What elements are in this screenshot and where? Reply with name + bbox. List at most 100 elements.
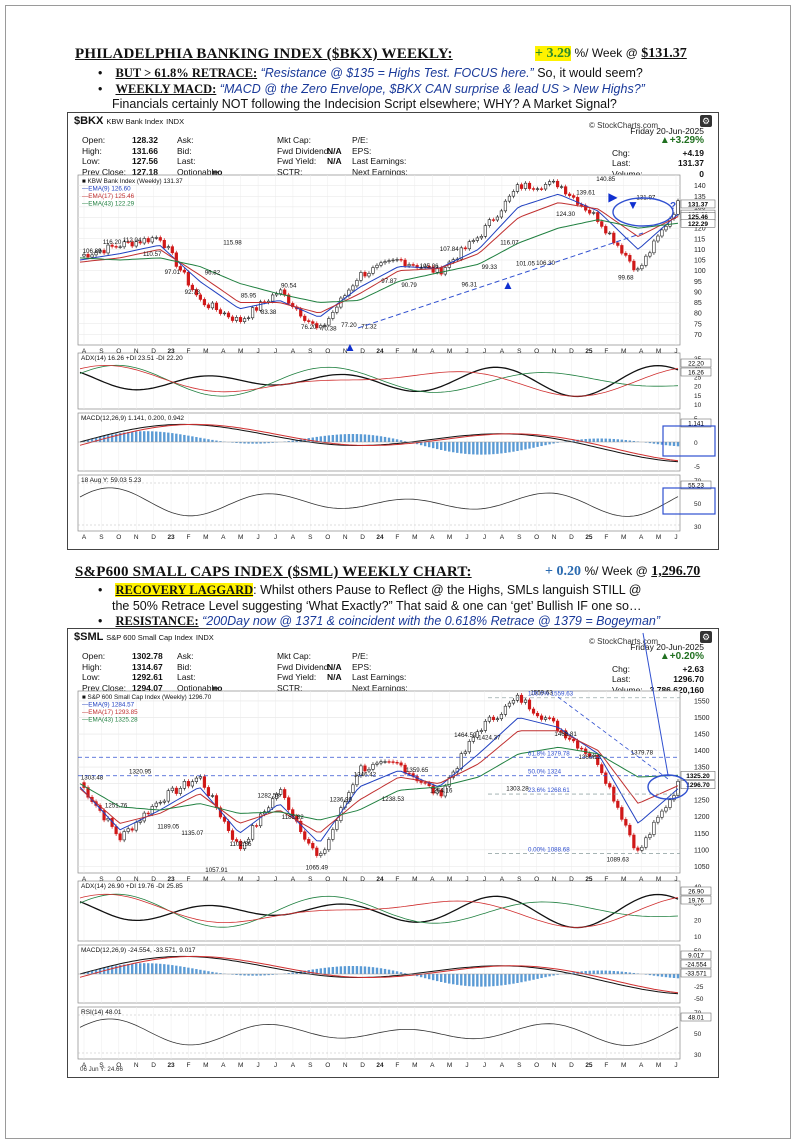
candle-body <box>138 820 142 823</box>
candle-body <box>399 762 403 766</box>
macd-histogram-bar <box>110 434 114 442</box>
header-value: +4.19 <box>682 147 704 158</box>
macd-histogram-bar <box>207 439 210 442</box>
section1-line2: Financials certainly NOT following the I… <box>112 97 617 111</box>
macd-histogram-bar <box>440 974 443 982</box>
macd-histogram-bar <box>544 442 547 446</box>
macd-histogram-bar <box>147 431 150 442</box>
settings-icon[interactable]: ⚙ <box>700 115 712 127</box>
macd-histogram-bar <box>82 440 86 442</box>
price-axis-tick: 70 <box>694 332 702 339</box>
macd-histogram-bar <box>636 441 640 442</box>
candle-body <box>170 246 174 254</box>
month-tick-bottom: S <box>99 534 104 541</box>
macd-histogram-bar <box>664 974 668 978</box>
month-tick-bottom: N <box>134 534 139 541</box>
macd-histogram-bar <box>323 435 327 442</box>
macd-histogram-bar <box>367 966 371 974</box>
section2-bullet2: • RESISTANCE: “200Day now @ 1371 & coinc… <box>98 614 661 628</box>
macd-histogram-bar <box>110 966 114 974</box>
header-label: Last: <box>177 156 196 166</box>
price-axis-tick: 140 <box>694 183 706 190</box>
candle-body <box>443 785 447 797</box>
candle-body <box>379 761 383 764</box>
candle-body <box>616 242 620 246</box>
indicator-label: ADX(14) 26.90 +DI 19.76 -DI 25.85 <box>81 883 183 890</box>
macd-histogram-bar <box>86 971 90 974</box>
candle-body <box>640 265 644 270</box>
price-annotation: 83.38 <box>261 309 277 316</box>
month-tick: S <box>308 348 313 355</box>
macd-histogram-bar <box>347 434 351 442</box>
bullet2-quote: “MACD @ the Zero Envelope, $BKX CAN surp… <box>219 82 645 96</box>
macd-histogram-bar <box>355 966 359 974</box>
price-annotation: 105.06 <box>420 263 439 270</box>
price-annotation: 115.98 <box>223 240 242 247</box>
price-axis-tick: 1550 <box>694 698 710 705</box>
macd-histogram-bar <box>520 974 523 983</box>
legend-entry: ■ S&P 600 Small Cap Index (Weekly) 1296.… <box>82 694 212 701</box>
macd-histogram-bar <box>399 440 403 442</box>
macd-histogram-bar <box>676 974 680 979</box>
macd-signal-line <box>79 423 679 462</box>
candle-body <box>511 699 516 704</box>
price-annotation: 97.01 <box>165 269 181 276</box>
macd-histogram-bar <box>122 432 126 442</box>
month-tick-bottom: F <box>186 534 190 541</box>
month-tick-bottom: O <box>325 534 330 541</box>
candle-body <box>439 267 443 275</box>
header-label: SCTR: <box>277 682 303 693</box>
macd-histogram-bar <box>572 440 575 442</box>
month-tick: N <box>134 876 139 883</box>
month-tick: F <box>604 876 608 883</box>
macd-histogram-bar <box>183 966 186 974</box>
candle-body <box>620 245 624 254</box>
macd-histogram-bar <box>219 441 222 442</box>
macd-histogram-bar <box>195 437 198 442</box>
settings-icon-2[interactable]: ⚙ <box>700 631 712 643</box>
macd-histogram-bar <box>118 433 122 442</box>
macd-histogram-bar <box>448 974 451 984</box>
macd-histogram-bar <box>476 974 479 987</box>
section2-title: S&P600 SMALL CAPS INDEX ($SML) WEEKLY CH… <box>75 564 472 580</box>
month-tick-bottom: M <box>621 1062 626 1069</box>
price-axis-tick: 105 <box>694 258 706 265</box>
macd-histogram-bar <box>90 970 94 974</box>
candle-body <box>519 184 524 189</box>
month-tick-bottom: O <box>116 1062 121 1069</box>
macd-histogram-bar <box>608 438 611 442</box>
fib-label: 50.0% 1324 <box>528 769 562 776</box>
arrow-icon: ▲ <box>502 278 514 292</box>
price-annotation: 107.84 <box>440 246 459 253</box>
header-value: N/A <box>327 156 342 166</box>
month-tick: 23 <box>167 348 175 355</box>
month-tick: 23 <box>167 876 175 883</box>
month-tick-bottom: A <box>430 534 435 541</box>
header-label: Prev Close: <box>82 166 126 177</box>
price-axis-tick: 1050 <box>694 864 710 871</box>
macd-histogram-bar <box>243 974 246 976</box>
candle-body <box>210 302 215 309</box>
month-tick-bottom: S <box>308 534 313 541</box>
fib-label: 61.8% 1379.78 <box>528 750 570 757</box>
candle-body <box>291 809 295 817</box>
price-annotation: 70.38 <box>321 326 337 333</box>
candle-body <box>250 825 255 840</box>
candle-body <box>259 301 263 311</box>
candle-body <box>158 801 162 804</box>
candle-body <box>431 266 435 273</box>
candle-body <box>246 838 251 844</box>
macd-histogram-bar <box>395 439 399 442</box>
macd-histogram-bar <box>247 974 250 976</box>
macd-histogram-bar <box>464 974 467 986</box>
macd-histogram-bar <box>375 967 379 974</box>
candle-body <box>174 787 178 794</box>
macd-histogram-bar <box>588 970 591 974</box>
macd-histogram-bar <box>508 974 511 985</box>
candle-body <box>299 308 303 317</box>
macd-histogram-bar <box>155 963 158 974</box>
month-tick-bottom: O <box>116 534 121 541</box>
macd-histogram-bar <box>480 442 483 455</box>
price-annotation: 1559.63 <box>530 690 553 697</box>
candle-body <box>636 847 640 851</box>
